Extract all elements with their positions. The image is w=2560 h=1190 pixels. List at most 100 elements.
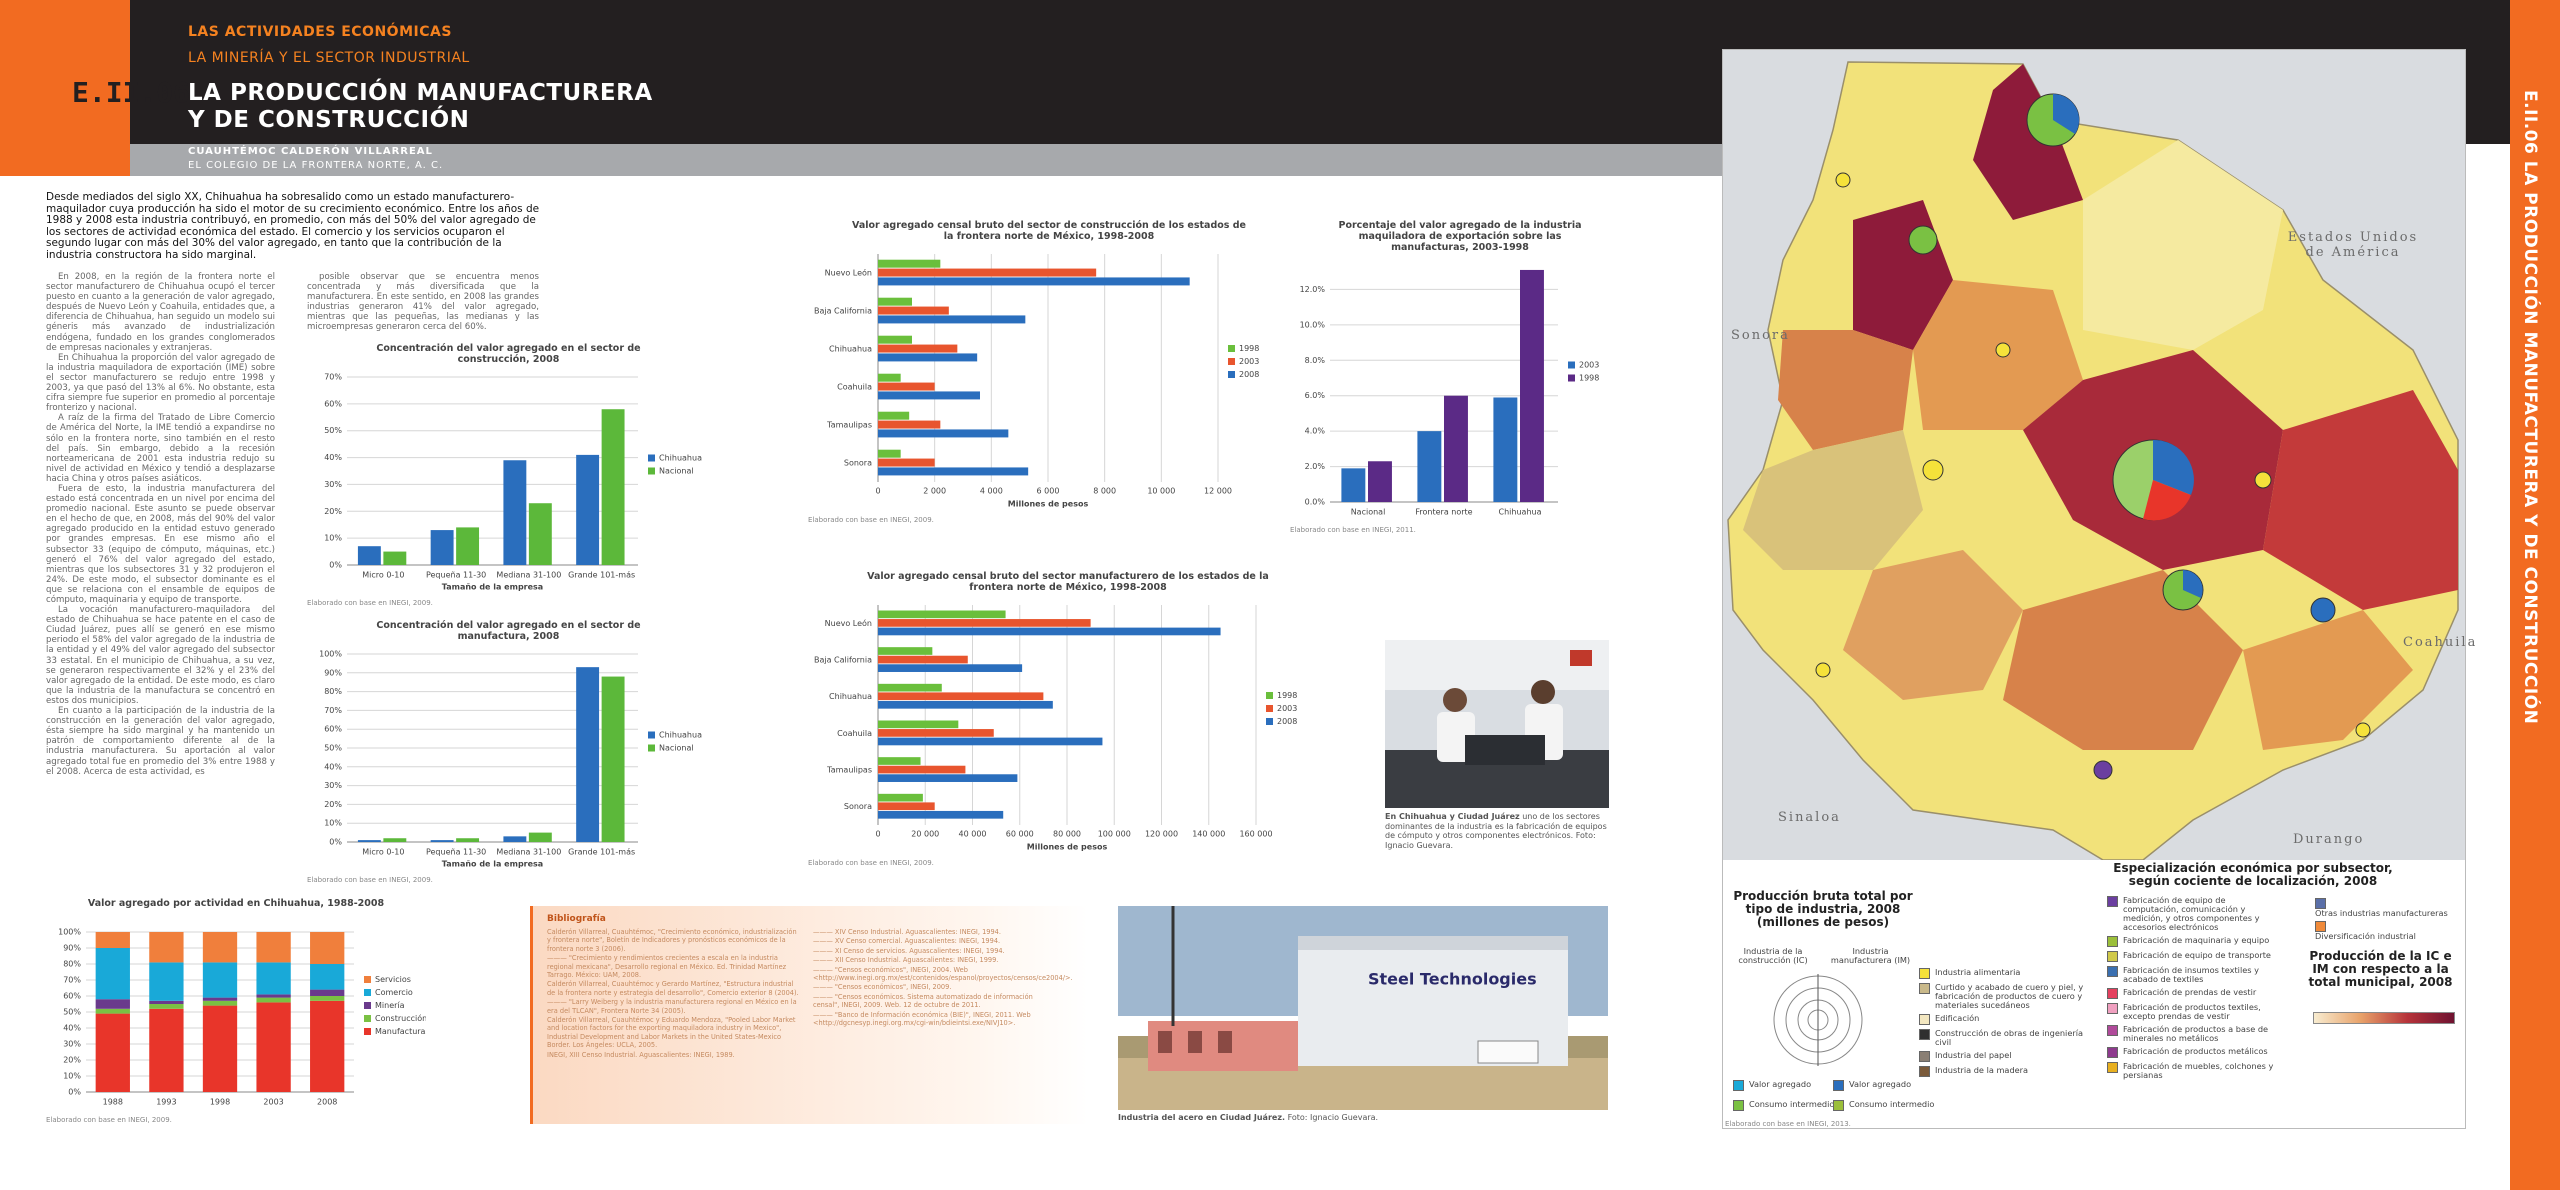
y-tick-label: 100% bbox=[58, 928, 81, 937]
swatch bbox=[1919, 1066, 1930, 1077]
bar bbox=[503, 460, 527, 565]
bar bbox=[878, 757, 921, 765]
bar bbox=[878, 737, 1103, 746]
legend-label: Industria manufacturera (IM) bbox=[1830, 946, 1911, 965]
y-tick-label: 0% bbox=[329, 561, 342, 570]
chart-plot: 0 2 000 4 000 6 000 8 000 10 000 12 000 Nuevo L… bbox=[814, 254, 1259, 509]
legend-item: Fabricación de productos textiles, excep… bbox=[2107, 1003, 2303, 1021]
y-tick-label: Nuevo León bbox=[825, 618, 872, 628]
bar bbox=[878, 420, 941, 429]
legend-label: Chihuahua bbox=[659, 454, 702, 463]
legend-label: 2008 bbox=[1239, 370, 1259, 379]
bar bbox=[456, 527, 480, 565]
legend-swatch bbox=[648, 454, 655, 462]
legend-swatch bbox=[648, 744, 655, 752]
bar bbox=[1417, 431, 1442, 502]
legend-item: Fabricación de insumos textiles y acabad… bbox=[2107, 966, 2303, 984]
bar-segment bbox=[256, 962, 291, 995]
legend-swatch bbox=[648, 731, 655, 739]
bar bbox=[878, 647, 933, 655]
y-tick-label: 50% bbox=[324, 426, 342, 435]
y-tick-label: 60% bbox=[324, 399, 342, 408]
y-tick-label: 20% bbox=[63, 1056, 81, 1065]
bar-segment bbox=[256, 932, 291, 963]
x-axis-label: Millones de pesos bbox=[1008, 500, 1089, 509]
bar-segment bbox=[256, 997, 291, 1003]
legend-text: Fabricación de productos metálicos bbox=[2123, 1046, 2268, 1056]
y-tick-label: 12.0% bbox=[1300, 285, 1326, 294]
y-tick-label: Baja California bbox=[814, 307, 872, 316]
photo-illustration bbox=[1385, 640, 1609, 808]
legend-item: Fabricación de muebles, colchones y pers… bbox=[2107, 1062, 2303, 1080]
chart-source: Elaborado con base en INEGI, 2009. bbox=[46, 1116, 172, 1124]
legend-text: Fabricación de productos textiles, excep… bbox=[2123, 1002, 2261, 1021]
y-tick-label: 70% bbox=[324, 373, 342, 382]
legend-swatch bbox=[364, 1015, 371, 1022]
x-tick-label: 60 000 bbox=[1006, 830, 1034, 839]
chart-plot: 0% 10% 20% 30% 40% 50% 60% 70% 80% 90% 100% Micro 0… bbox=[319, 650, 702, 869]
legend-title: Especialización económica por subsector,… bbox=[2113, 861, 2393, 888]
bar bbox=[383, 838, 407, 842]
bar-segment bbox=[202, 1000, 238, 1006]
chart: Concentración del valor agregado en el s… bbox=[307, 343, 710, 613]
bar-segment bbox=[149, 1008, 184, 1092]
reference: Calderón Villarreal, Cuauhtémoc y Eduard… bbox=[547, 1016, 796, 1050]
x-tick-label: 140 000 bbox=[1192, 830, 1225, 839]
legend-swatch bbox=[364, 1002, 371, 1009]
swatch bbox=[1733, 1100, 1744, 1111]
legend-text: Otras industrias manufactureras bbox=[2315, 908, 2448, 918]
subkicker: LA MINERÍA Y EL SECTOR INDUSTRIAL bbox=[188, 50, 470, 66]
bar-segment bbox=[310, 932, 345, 964]
legend-text: Fabricación de muebles, colchones y pers… bbox=[2123, 1061, 2274, 1080]
legend-item: Fabricación de equipo de computación, co… bbox=[2107, 896, 2303, 932]
bar-segment bbox=[310, 964, 345, 990]
x-tick-label: 8 000 bbox=[1093, 487, 1116, 496]
bar bbox=[878, 315, 1026, 324]
x-tick-label: Mediana 31-100 bbox=[496, 571, 561, 580]
legend-text: Industria de la madera bbox=[1935, 1065, 2029, 1075]
reference: INEGI, XIII Censo Industrial. Aguascalie… bbox=[547, 1050, 735, 1059]
legend-item: Industria alimentaria bbox=[1919, 968, 2099, 979]
bar bbox=[878, 793, 923, 802]
bibliography-title: Bibliografía bbox=[547, 914, 606, 924]
legend-swatch bbox=[1228, 371, 1235, 378]
map-label: Durango bbox=[2293, 832, 2365, 847]
bar bbox=[601, 676, 625, 842]
bar bbox=[878, 720, 959, 729]
bar-segment bbox=[149, 1004, 184, 1009]
bar bbox=[357, 840, 381, 842]
legend-item: Industria de la madera bbox=[1919, 1066, 2099, 1077]
legend-label: Consumo intermedio bbox=[1833, 1100, 1934, 1111]
y-tick-label: 80% bbox=[324, 687, 342, 696]
y-tick-label: Sonora bbox=[844, 459, 872, 468]
y-tick-label: 10% bbox=[63, 1072, 81, 1081]
bar-segment bbox=[256, 1002, 291, 1092]
x-tick-label: 120 000 bbox=[1145, 830, 1178, 839]
chart-title: Valor agregado censal bruto del sector m… bbox=[867, 571, 1269, 593]
x-tick-label: 6 000 bbox=[1037, 487, 1060, 496]
x-tick-label: 0 bbox=[875, 487, 880, 496]
legend-text: Diversificación industrial bbox=[2315, 931, 2416, 941]
legend-text: Edificación bbox=[1935, 1013, 1980, 1023]
photo bbox=[1385, 640, 1609, 808]
y-tick-label: 70% bbox=[63, 976, 81, 985]
legend-label: 1998 bbox=[1239, 344, 1259, 353]
legend-swatch bbox=[1266, 692, 1273, 699]
y-tick-label: 50% bbox=[63, 1008, 81, 1017]
paragraph: En Chihuahua la proporción del valor agr… bbox=[46, 352, 275, 414]
side-label: E.II.06 LA PRODUCCIÓN MANUFACTURERA Y DE… bbox=[2520, 90, 2540, 725]
page-title: LA PRODUCCIÓN MANUFACTURERA Y DE CONSTRU… bbox=[188, 80, 653, 134]
bar bbox=[1493, 397, 1518, 502]
reference: ——— XII Censo Industrial. Aguascalientes… bbox=[813, 956, 999, 965]
paragraph: En 2008, en la región de la frontera nor… bbox=[46, 272, 275, 353]
x-tick-label: 80 000 bbox=[1053, 830, 1081, 839]
author-band bbox=[130, 144, 1722, 176]
legend-item: Fabricación de productos a base de miner… bbox=[2107, 1025, 2303, 1043]
y-tick-label: 60% bbox=[324, 725, 342, 734]
bar bbox=[878, 810, 1004, 819]
chart-title: Concentración del valor agregado en el s… bbox=[376, 343, 641, 365]
x-tick-label: 4 000 bbox=[980, 487, 1003, 496]
institution: EL COLEGIO DE LA FRONTERA NORTE, A. C. bbox=[188, 160, 444, 171]
bar bbox=[878, 268, 1097, 277]
swatch bbox=[2107, 988, 2118, 999]
